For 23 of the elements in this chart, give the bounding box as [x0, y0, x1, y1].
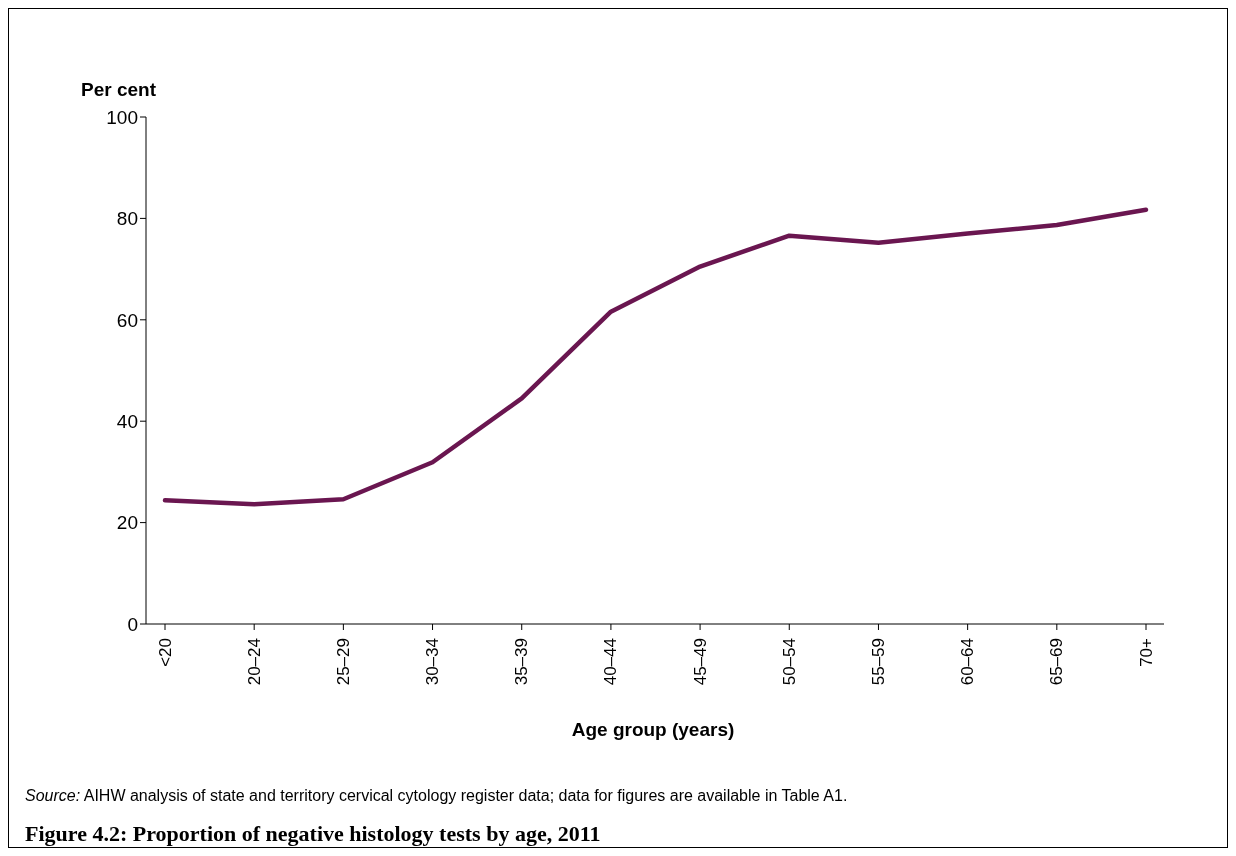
- x-tick-label: 65–69: [1047, 638, 1067, 686]
- x-tick-label: 35–39: [512, 638, 532, 686]
- y-axis-title: Per cent: [81, 79, 156, 101]
- x-tick-label: <20: [155, 638, 175, 667]
- x-tick-label: 50–54: [779, 638, 799, 686]
- source-note: Source: AIHW analysis of state and territory cervical cytology register data; data for figures are available in Table A1.: [25, 787, 848, 804]
- y-tick-label: 80: [116, 208, 138, 230]
- y-tick-label: 20: [116, 512, 138, 534]
- y-tick-label: 100: [106, 106, 138, 128]
- line-series: [162, 207, 1149, 507]
- text: Figure 4.2: Proportion of negative histology tests by age, 2011: [25, 821, 601, 847]
- x-tick-label: 30–34: [423, 638, 443, 686]
- x-axis-title: Age group (years): [570, 719, 736, 741]
- x-tick-label: 55–59: [868, 638, 888, 686]
- x-tick-label: 60–64: [958, 638, 978, 686]
- y-tick-label: 0: [127, 613, 138, 635]
- x-tick-label: 70+: [1136, 637, 1156, 667]
- x-tick-label: 25–29: [333, 638, 353, 686]
- y-tick-label: 60: [116, 309, 138, 331]
- x-tick-label: 45–49: [690, 638, 710, 686]
- x-tick-label: 20–24: [244, 638, 264, 686]
- y-tick-label: 40: [116, 410, 138, 432]
- x-tick-label: 40–44: [601, 638, 621, 686]
